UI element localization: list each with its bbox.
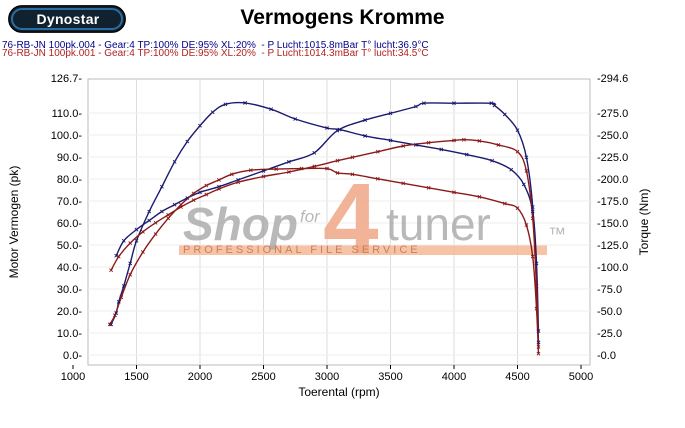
svg-text:4000: 4000 bbox=[442, 371, 466, 383]
svg-text:-250.0: -250.0 bbox=[597, 130, 628, 142]
svg-text:3500: 3500 bbox=[378, 371, 402, 383]
svg-text:Torque (Nm): Torque (Nm) bbox=[637, 189, 651, 256]
svg-text:1000: 1000 bbox=[61, 371, 85, 383]
svg-text:-175.0: -175.0 bbox=[597, 196, 628, 208]
svg-text:30.0-: 30.0- bbox=[57, 284, 82, 296]
svg-text:4: 4 bbox=[323, 163, 379, 275]
svg-text:126.7-: 126.7- bbox=[51, 73, 83, 85]
svg-text:20.0-: 20.0- bbox=[57, 306, 82, 318]
svg-text:110.0-: 110.0- bbox=[52, 108, 83, 120]
svg-text:40.0-: 40.0- bbox=[57, 262, 82, 274]
svg-text:-125.0: -125.0 bbox=[597, 240, 628, 252]
svg-text:90.0-: 90.0- bbox=[57, 152, 82, 164]
svg-text:-200.0: -200.0 bbox=[597, 174, 628, 186]
svg-text:Motor Vermogen (pk): Motor Vermogen (pk) bbox=[7, 166, 21, 279]
svg-text:-294.6: -294.6 bbox=[597, 73, 628, 85]
svg-text:60.0-: 60.0- bbox=[57, 218, 82, 230]
svg-text:PROFESSIONAL FILE SERVICE: PROFESSIONAL FILE SERVICE bbox=[183, 244, 421, 256]
svg-text:50.0-: 50.0- bbox=[57, 240, 82, 252]
svg-text:1500: 1500 bbox=[124, 371, 148, 383]
svg-text:0.0-: 0.0- bbox=[63, 350, 82, 362]
svg-text:for: for bbox=[300, 207, 321, 226]
svg-text:70.0-: 70.0- bbox=[57, 196, 82, 208]
svg-text:3000: 3000 bbox=[315, 371, 339, 383]
svg-text:-50.0: -50.0 bbox=[597, 306, 622, 318]
svg-text:80.0-: 80.0- bbox=[57, 174, 82, 186]
svg-text:100.0-: 100.0- bbox=[51, 130, 83, 142]
svg-text:™: ™ bbox=[548, 224, 566, 244]
svg-text:-150.0: -150.0 bbox=[597, 218, 628, 230]
svg-text:-275.0: -275.0 bbox=[597, 108, 628, 120]
svg-text:-75.0: -75.0 bbox=[597, 284, 622, 296]
svg-text:-0.0: -0.0 bbox=[597, 350, 616, 362]
svg-text:5000: 5000 bbox=[569, 371, 593, 383]
svg-text:10.0-: 10.0- bbox=[57, 328, 82, 340]
svg-text:2000: 2000 bbox=[188, 371, 212, 383]
svg-text:Shop: Shop bbox=[183, 198, 298, 250]
svg-text:-225.0: -225.0 bbox=[597, 152, 628, 164]
svg-text:2500: 2500 bbox=[251, 371, 275, 383]
svg-text:4500: 4500 bbox=[505, 371, 529, 383]
svg-text:-100.0: -100.0 bbox=[597, 262, 628, 274]
svg-text:tuner: tuner bbox=[386, 198, 491, 250]
svg-text:Toerental (rpm): Toerental (rpm) bbox=[298, 385, 379, 399]
svg-text:-25.0: -25.0 bbox=[597, 328, 622, 340]
